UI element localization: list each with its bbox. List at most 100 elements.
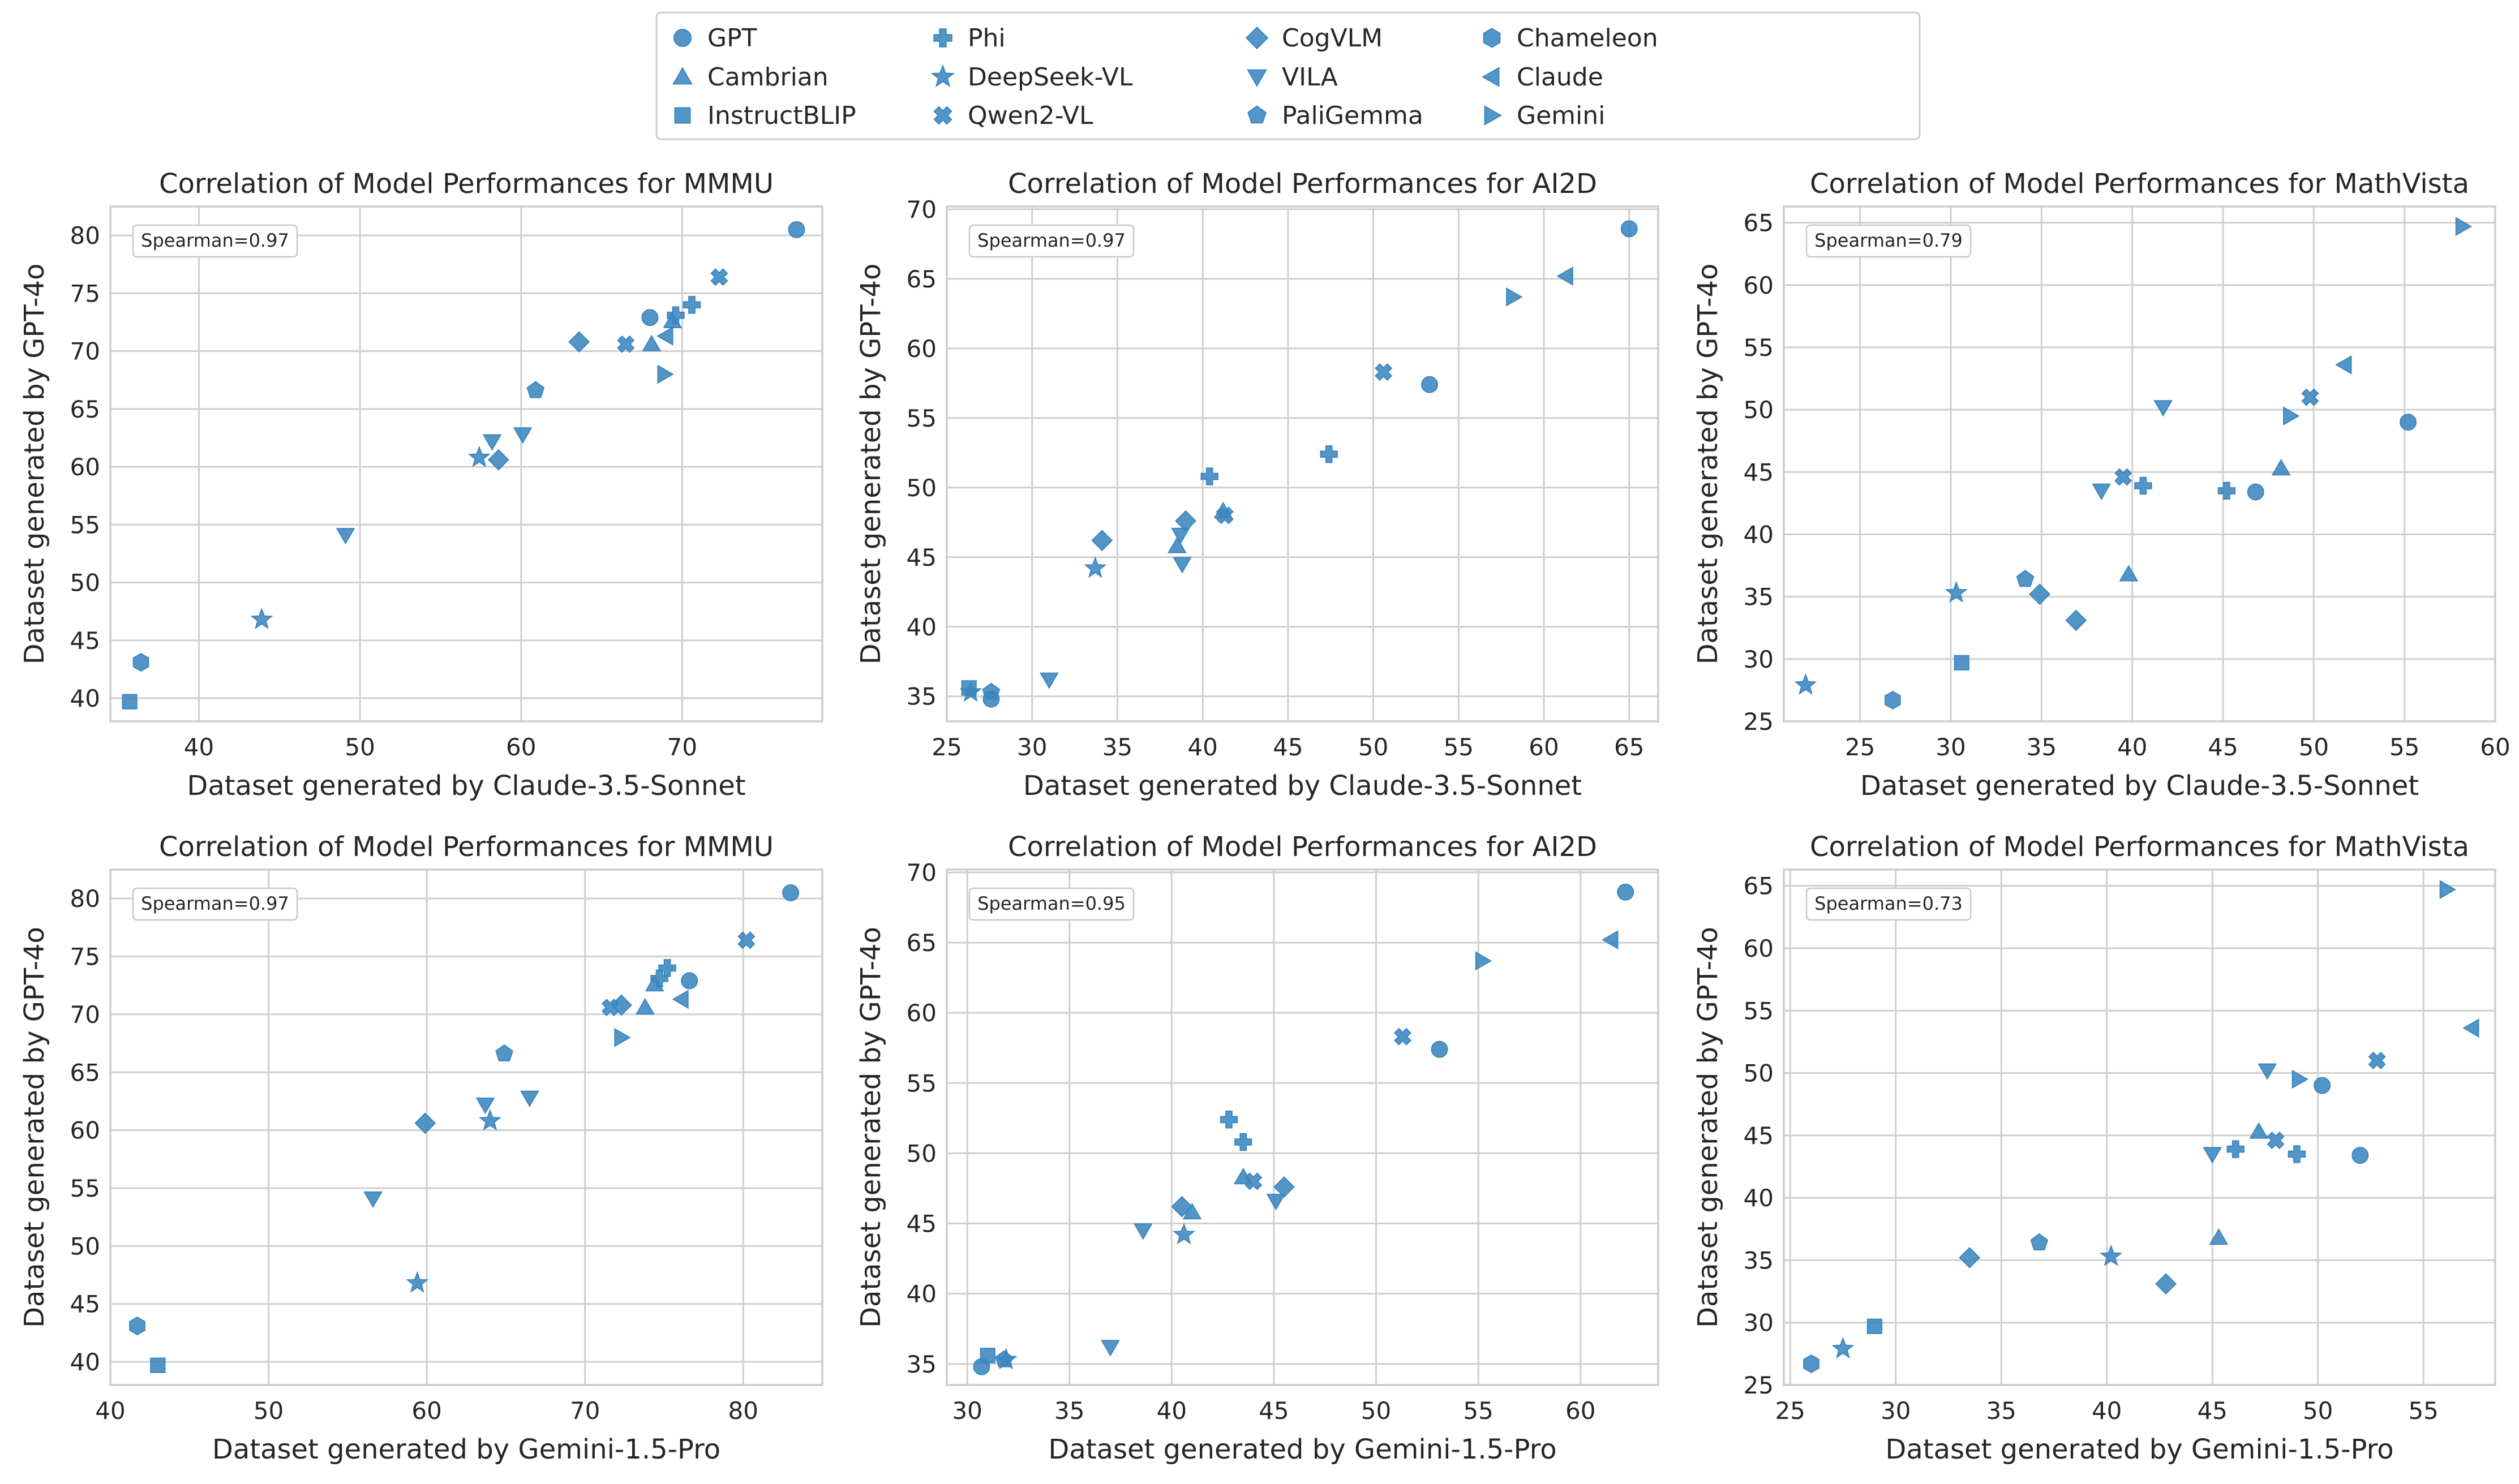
legend-item: Chameleon — [1483, 24, 1658, 53]
circle-data-point — [2314, 1077, 2331, 1094]
legend-item: GPT — [673, 24, 757, 53]
diamond-data-point — [1171, 1195, 1193, 1218]
triangle-down-data-point — [2258, 1063, 2277, 1080]
plus-data-point — [1220, 1111, 1238, 1129]
triangle-down-data-point — [1133, 1223, 1153, 1240]
star-data-point — [467, 445, 491, 467]
triangle-right-data-point — [2439, 880, 2456, 900]
scatter-panel: 25 30 35 40 45 50 55 60 65 35 40 45 50 55 60 65 70 Correl… — [855, 168, 1659, 802]
triangle-up-data-point — [635, 997, 655, 1015]
spearman-annotation: Spearman=0.97 — [132, 887, 298, 921]
y-tick-label: 45 — [1744, 458, 1774, 486]
annotation-box — [1805, 224, 1972, 258]
y-axis-label: Dataset generated by GPT-4o — [1692, 927, 1724, 1328]
y-tick-label: 40 — [1744, 1184, 1774, 1212]
diamond-data-point — [568, 331, 590, 353]
x-tick-label: 50 — [345, 733, 375, 761]
y-tick-label: 70 — [907, 196, 937, 223]
x-legend-marker — [933, 106, 952, 125]
y-tick-label: 80 — [70, 885, 100, 913]
triangle-down-data-point — [2153, 400, 2173, 417]
y-tick-label: 50 — [907, 474, 937, 502]
pentagon-data-point — [982, 682, 1001, 700]
star-data-point — [2100, 1244, 2123, 1266]
y-tick-label: 60 — [1744, 935, 1774, 962]
spearman-annotation: Spearman=0.95 — [968, 887, 1135, 921]
x-axis-label: Dataset generated by Claude-3.5-Sonnet — [187, 770, 745, 802]
plot-frame — [1783, 868, 2496, 1386]
circle-data-point — [782, 884, 800, 901]
x-data-point — [1393, 1027, 1412, 1046]
y-tick-label: 65 — [70, 395, 100, 423]
spearman-annotation: Spearman=0.73 — [1805, 887, 1972, 921]
chart-title: Correlation of Model Performances for Ma… — [1810, 831, 2469, 863]
plus-data-point — [683, 296, 701, 314]
star-data-point — [406, 1271, 429, 1293]
triangle-up-data-point — [2271, 458, 2291, 476]
legend-label: Claude — [1517, 63, 1603, 92]
y-tick-label: 55 — [1744, 997, 1774, 1025]
x-tick-label: 30 — [952, 1397, 982, 1425]
annotation-text: Spearman=0.95 — [977, 893, 1126, 914]
y-tick-label: 30 — [1744, 1309, 1774, 1337]
scatter-panel: 40 50 60 70 40 45 50 55 60 65 70 75 80 Correlation of… — [19, 168, 823, 802]
y-tick-label: 55 — [70, 1175, 100, 1202]
plot-frame — [946, 868, 1659, 1386]
x-tick-label: 60 — [411, 1397, 441, 1425]
x-axis-label: Dataset generated by Gemini-1.5-Pro — [1885, 1434, 2393, 1465]
triangle-down-data-point — [520, 1090, 539, 1108]
y-tick-label: 55 — [907, 1069, 937, 1097]
hexagon-data-point — [129, 1317, 145, 1336]
hexagon-data-point — [132, 653, 149, 672]
triangle-left-data-point — [672, 990, 689, 1009]
plus-data-point — [650, 969, 668, 988]
triangle-up-data-point — [2119, 565, 2139, 582]
x-tick-label: 45 — [2208, 733, 2238, 761]
diamond-data-point — [2029, 583, 2051, 605]
diamond-data-point — [1959, 1247, 1981, 1268]
y-tick-label: 45 — [907, 544, 937, 571]
y-tick-label: 50 — [1744, 396, 1774, 424]
y-tick-label: 80 — [70, 222, 100, 250]
triangle-right-data-point — [1506, 287, 1523, 307]
legend-item: Phi — [933, 24, 1006, 53]
y-axis-label: Dataset generated by GPT-4o — [855, 264, 887, 665]
legend-label: InstructBLIP — [707, 101, 856, 130]
circle-data-point — [2400, 414, 2417, 431]
diamond-data-point — [611, 994, 632, 1016]
x-data-point — [710, 268, 728, 286]
triangle-down-data-point — [336, 528, 355, 545]
x-tick-label: 45 — [2197, 1397, 2227, 1425]
scatter-panel: 30 35 40 45 50 55 60 35 40 45 50 55 60 65 70 Correlatio… — [855, 831, 1659, 1465]
star-data-point — [1831, 1336, 1855, 1359]
square-legend-marker — [674, 107, 691, 124]
legend-label: CogVLM — [1282, 24, 1383, 53]
x-tick-label: 50 — [2299, 733, 2329, 761]
annotation-text: Spearman=0.97 — [977, 230, 1126, 251]
y-tick-label: 40 — [907, 1280, 937, 1308]
x-tick-label: 65 — [1614, 733, 1644, 761]
y-tick-label: 45 — [70, 627, 100, 655]
x-data-point — [1245, 1172, 1263, 1190]
y-tick-label: 60 — [70, 453, 100, 481]
square-data-point — [1954, 655, 1969, 671]
triangle-left-data-point — [2462, 1018, 2479, 1038]
x-tick-label: 55 — [1444, 733, 1474, 761]
x-tick-label: 40 — [1187, 733, 1217, 761]
y-tick-label: 70 — [70, 338, 100, 365]
circle-data-point — [641, 309, 659, 326]
x-tick-label: 55 — [2389, 733, 2419, 761]
diamond-data-point — [487, 449, 509, 471]
triangle-down-data-point — [1173, 557, 1192, 574]
x-tick-label: 60 — [1529, 733, 1559, 761]
legend-item: CogVLM — [1245, 24, 1383, 53]
triangle-down-data-point — [1101, 1340, 1120, 1357]
pentagon-data-point — [2016, 570, 2035, 587]
x-tick-label: 70 — [667, 733, 697, 761]
x-data-point — [2301, 388, 2319, 406]
legend-label: Qwen2-VL — [968, 101, 1093, 130]
x-data-point — [737, 931, 756, 949]
star-data-point — [1173, 1223, 1195, 1245]
y-tick-label: 50 — [1744, 1060, 1774, 1087]
diamond-legend-marker — [1245, 26, 1269, 50]
